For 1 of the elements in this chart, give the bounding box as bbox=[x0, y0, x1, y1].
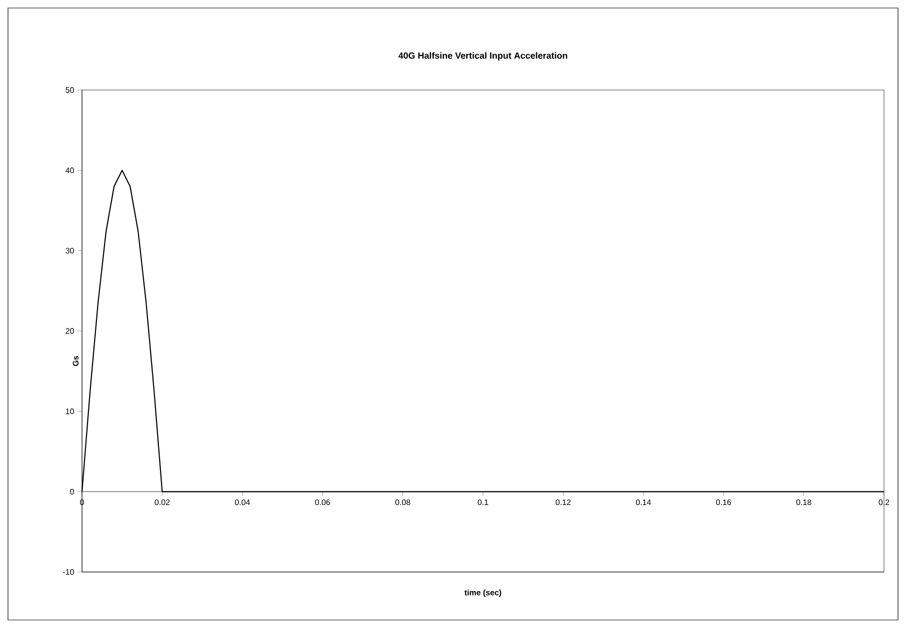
chart-title: 40G Halfsine Vertical Input Acceleration bbox=[398, 52, 568, 60]
